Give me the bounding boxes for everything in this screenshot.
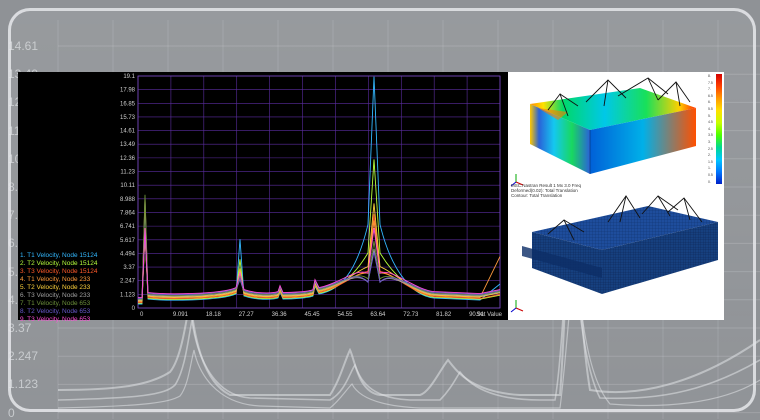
colorbar-label: 2. [708, 153, 711, 158]
background-y-tick: 2.247 [8, 349, 38, 363]
legend-entry: 9. T3 Velocity, Node 653 [20, 316, 91, 323]
fea-model-view [510, 77, 718, 313]
legend-entry: 4. T1 Velocity, Node 233 [20, 276, 91, 283]
plot-y-tick: 5.617 [120, 238, 136, 244]
colorbar-label: 8. [708, 74, 711, 78]
colorbar-label: 1. [708, 166, 711, 171]
plot-y-tick: 0 [132, 306, 136, 312]
background-curve [57, 199, 760, 401]
fea-caption: MSC.Nastran Result 1 Mx 3.0 Freq Deformed… [511, 183, 591, 198]
plot-curve [138, 197, 501, 303]
fea-model-panel: MSC.Nastran Result 1 Mx 3.0 Freq Deformed… [508, 72, 724, 320]
legend-entry: 6. T3 Velocity, Node 233 [20, 292, 91, 299]
velocity-plot-panel: 19.1 17.98 16.85 15.73 14.61 13.49 12.36 11.23 1… [18, 72, 508, 323]
plot-x-tick: 81.82 [436, 312, 452, 318]
colorbar-label: 0.5 [708, 173, 713, 177]
legend-entry: 8. T2 Velocity, Node 653 [20, 308, 91, 315]
fea-caption-line: MSC.Nastran Result 1 Mx 3.0 Freq [511, 183, 582, 188]
colorbar-label: 4. [708, 126, 711, 131]
legend-entry: 2. T2 Velocity, Node 15124 [20, 260, 98, 267]
colorbar-label: 6.5 [708, 93, 713, 98]
colorbar [716, 74, 722, 184]
plot-x-tick: 72.73 [403, 312, 419, 318]
plot-y-tick: 11.23 [120, 170, 135, 176]
plot-y-tick: 7.864 [120, 210, 136, 216]
plot-grid [137, 75, 501, 309]
axis-triad-icon-2 [510, 300, 524, 313]
plot-y-tick: 15.73 [120, 115, 136, 121]
background-y-tick: 14.61 [8, 39, 38, 53]
plot-curve [138, 228, 501, 299]
mesh-model [522, 195, 718, 294]
colorbar-label: 3.5 [708, 133, 713, 138]
plot-x-tick: 27.27 [239, 312, 255, 318]
plot-y-tick: 3.37 [123, 265, 135, 271]
colorbar-label: 4.5 [708, 120, 713, 125]
plot-y-tick: 17.98 [120, 88, 136, 94]
legend-entry: 5. T2 Velocity, Node 233 [20, 284, 91, 291]
legend-entry: 3. T3 Velocity, Node 15124 [20, 268, 98, 275]
plot-y-tick: 4.494 [120, 251, 136, 257]
plot-x-tick: 45.45 [305, 312, 321, 318]
plot-x-tick: 18.18 [206, 312, 222, 318]
plot-x-tick: 90.91 [469, 312, 485, 318]
plot-curves [138, 76, 501, 305]
plot-curve [138, 227, 501, 299]
contour-model [530, 77, 696, 174]
axis-triad-icon [510, 174, 524, 187]
colorbar-label: 5.5 [708, 107, 713, 111]
plot-y-tick: 16.85 [120, 101, 136, 107]
colorbar-label: 3. [708, 140, 711, 144]
colorbar-label: 7.5 [708, 80, 713, 85]
plot-y-tick: 6.741 [120, 224, 136, 230]
plot-y-tick: 8.988 [120, 197, 136, 203]
plot-curve [138, 76, 501, 305]
background-y-tick: 1.123 [8, 377, 38, 391]
plot-y-tick: 1.123 [120, 292, 136, 298]
colorbar-label: 1.5 [708, 159, 713, 164]
plot-x-tick: 0 [140, 312, 144, 318]
background-y-tick: 3.37 [8, 321, 31, 335]
velocity-plot: 19.1 17.98 16.85 15.73 14.61 13.49 12.36 11.23 1… [120, 74, 503, 318]
plot-y-tick: 14.61 [120, 129, 136, 135]
plot-y-tick: 12.36 [120, 156, 136, 162]
colorbar-label: 7. [708, 87, 711, 92]
colorbar-label: 5. [708, 113, 711, 118]
colorbar-label: 0. [708, 179, 711, 184]
colorbar-label: 2.5 [708, 146, 713, 151]
plot-x-tick: 54.55 [337, 312, 353, 318]
plot-curve [138, 203, 501, 302]
background-y-tick: 0 [8, 405, 15, 420]
plot-curve [138, 194, 501, 300]
plot-y-tick: 19.1 [123, 74, 135, 80]
plot-y-axis: 19.1 17.98 16.85 15.73 14.61 13.49 12.36 11.23 1… [120, 74, 136, 312]
x-axis-label: Set Value [476, 312, 502, 318]
plot-x-tick: 9.091 [173, 312, 189, 318]
plot-y-tick: 10.11 [120, 183, 135, 189]
legend-entry: 7. T1 Velocity, Node 653 [20, 300, 91, 307]
plot-border [137, 75, 501, 309]
plot-x-tick: 36.36 [272, 312, 288, 318]
background-curve [57, 249, 760, 409]
legend-entry: 1. T1 Velocity, Node 15124 [20, 252, 98, 259]
plot-x-tick: 63.64 [370, 312, 386, 318]
fea-caption-line: Contour: Total Translation [511, 193, 563, 198]
plot-x-axis: 0 9.091 18.18 27.27 36.36 45.45 54.55 63.64 72.7… [140, 312, 485, 318]
plot-y-tick: 2.247 [120, 279, 136, 285]
plot-y-tick: 13.49 [120, 142, 136, 148]
colorbar-label: 6. [708, 100, 711, 105]
fea-caption-line: Deformed(0.02): Total Translation [511, 188, 578, 193]
plot-legend: 1. T1 Velocity, Node 15124 2. T2 Velocity… [20, 252, 130, 324]
plot-curve [138, 214, 501, 303]
plot-curve [138, 159, 501, 304]
